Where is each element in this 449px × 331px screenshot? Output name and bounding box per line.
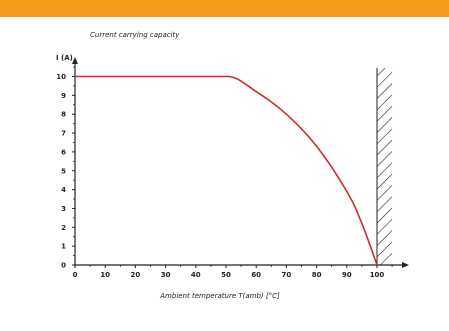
y-tick-label: 4 <box>61 186 66 194</box>
x-tick-label: 20 <box>131 271 141 279</box>
chart-title: Current carrying capacity <box>90 31 180 39</box>
y-tick-label: 6 <box>61 148 66 156</box>
capacity-curve <box>75 75 378 266</box>
x-tick-label: 30 <box>161 271 171 279</box>
limit-hatch-region <box>377 68 393 265</box>
x-axis-arrow <box>402 262 409 268</box>
y-axis-label: I (A) <box>56 54 73 62</box>
x-tick-label: 90 <box>342 271 352 279</box>
x-tick-label: 80 <box>312 271 322 279</box>
y-tick-label: 7 <box>61 130 66 138</box>
x-axis-label: Ambient temperature T(amb) [°C] <box>159 292 280 300</box>
x-tick-label: 10 <box>100 271 110 279</box>
x-tick-label: 40 <box>191 271 201 279</box>
x-tick-label: 100 <box>370 271 385 279</box>
y-tick-label: 5 <box>61 167 66 175</box>
y-tick-label: 3 <box>61 205 66 213</box>
y-tick-label: 1 <box>61 243 66 251</box>
y-axis-arrow <box>72 57 78 64</box>
y-tick-label: 8 <box>61 111 66 119</box>
x-tick-label: 0 <box>73 271 78 279</box>
x-tick-label: 50 <box>221 271 231 279</box>
header-bar <box>0 0 449 17</box>
y-tick-label: 0 <box>61 262 66 270</box>
y-tick-label: 10 <box>56 73 66 81</box>
y-tick-label: 9 <box>61 92 66 100</box>
y-tick-label: 2 <box>61 224 66 232</box>
x-tick-label: 70 <box>282 271 292 279</box>
x-tick-label: 60 <box>251 271 261 279</box>
